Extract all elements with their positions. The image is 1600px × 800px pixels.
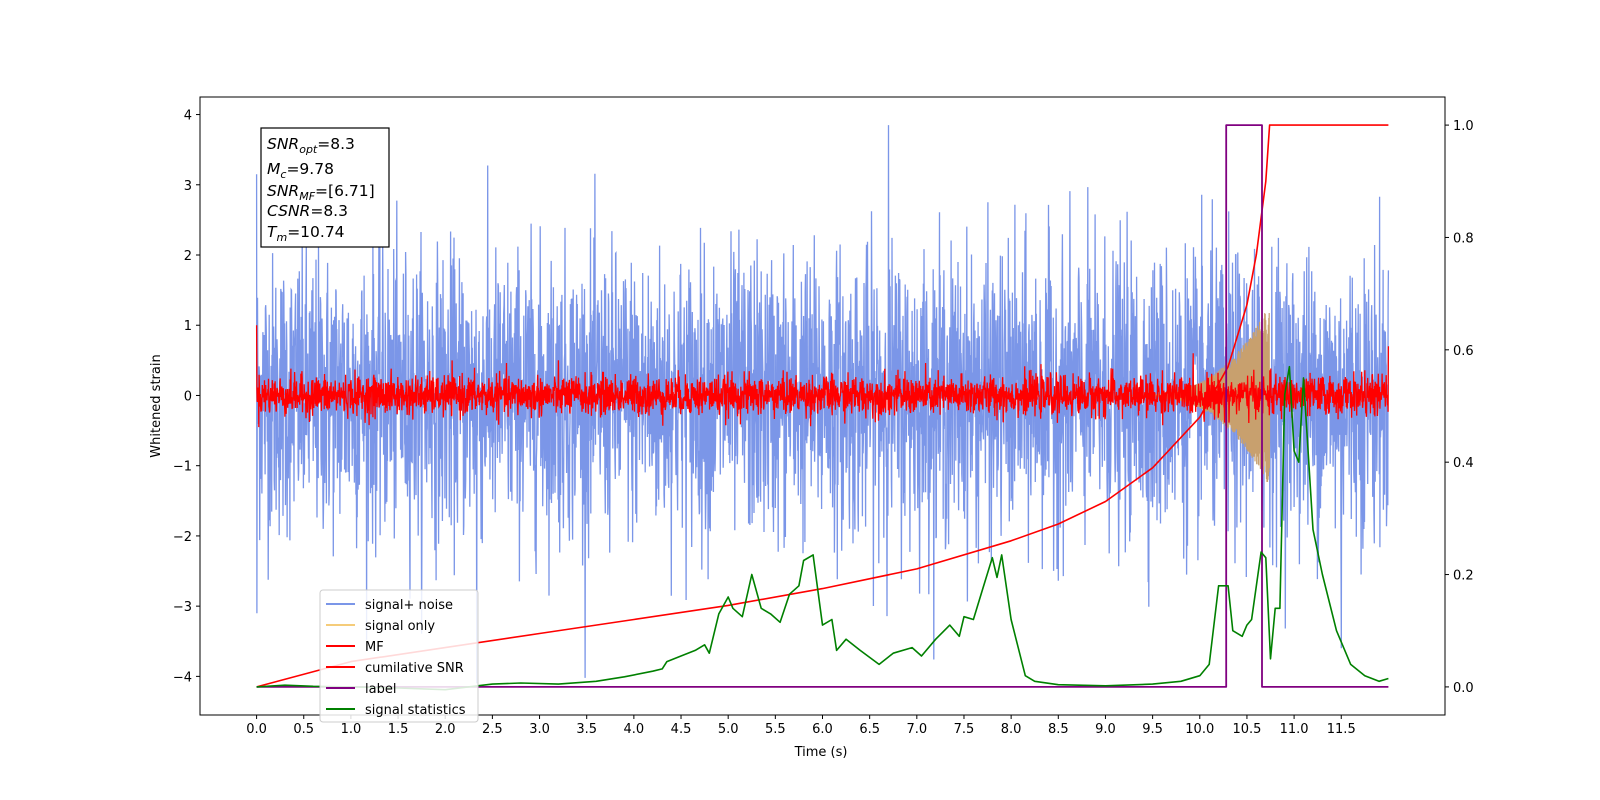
y-tick-label: −1 xyxy=(173,460,192,475)
x-tick-label: 6.5 xyxy=(859,722,880,737)
axes-ticks: 0.0 0.5 1.0 1.5 2.0 2.5 3.0 3.5 4.0 4.5 5.0 5.5 6.0 6… xyxy=(173,109,1474,737)
y-tick-label: 0 xyxy=(184,389,192,404)
legend: signal+ noise signal only MF cumilative SNR… xyxy=(319,589,479,723)
x-tick-label: 8.0 xyxy=(1001,722,1022,737)
y2-tick-label: 0.4 xyxy=(1453,456,1474,471)
x-tick-label: 8.5 xyxy=(1048,722,1069,737)
x-tick-label: 3.0 xyxy=(529,722,550,737)
y-tick-label: 2 xyxy=(184,249,192,264)
plot-area xyxy=(255,124,1390,691)
x-tick-label: 3.5 xyxy=(576,722,597,737)
x-tick-label: 7.0 xyxy=(906,722,927,737)
legend-frame xyxy=(319,589,479,723)
x-tick-label: 0.5 xyxy=(293,722,314,737)
x-tick-label: 2.5 xyxy=(482,722,503,737)
info-box-frame xyxy=(260,127,390,248)
legend-label: signal statistics xyxy=(365,703,466,718)
x-axis-label: Time (s) xyxy=(794,745,848,760)
info-tm: Tm=10.74 xyxy=(267,223,345,244)
y2-tick-label: 0.2 xyxy=(1453,569,1474,584)
y-tick-label: 3 xyxy=(184,179,192,194)
series-label xyxy=(256,124,1389,688)
y-tick-label: −4 xyxy=(173,670,192,685)
x-tick-label: 10.5 xyxy=(1232,722,1261,737)
y-tick-label: −2 xyxy=(173,530,192,545)
y2-tick-label: 0.0 xyxy=(1453,681,1474,696)
x-tick-label: 9.0 xyxy=(1095,722,1116,737)
x-tick-label: 5.5 xyxy=(765,722,786,737)
x-tick-label: 0.0 xyxy=(246,722,267,737)
x-tick-label: 4.5 xyxy=(671,722,692,737)
series-mf xyxy=(255,325,1390,428)
legend-label: signal+ noise xyxy=(365,598,453,613)
x-tick-label: 1.0 xyxy=(341,722,362,737)
x-tick-label: 11.5 xyxy=(1327,722,1356,737)
info-snr-opt: SNRopt=8.3 xyxy=(267,135,355,156)
x-tick-label: 1.5 xyxy=(388,722,409,737)
x-tick-label: 11.0 xyxy=(1280,722,1309,737)
y-axis-label: Whitened strain xyxy=(149,354,164,457)
y2-tick-label: 1.0 xyxy=(1453,119,1474,134)
legend-label: label xyxy=(365,682,396,697)
x-tick-label: 10.0 xyxy=(1185,722,1214,737)
info-mc: Mc=9.78 xyxy=(267,160,334,181)
x-tick-label: 5.0 xyxy=(718,722,739,737)
series-signal-noise xyxy=(255,125,1390,684)
x-tick-label: 7.5 xyxy=(954,722,975,737)
y-tick-label: −3 xyxy=(173,600,192,615)
y2-tick-label: 0.8 xyxy=(1453,231,1474,246)
series-signal-statistics xyxy=(256,365,1389,691)
legend-label: cumilative SNR xyxy=(365,661,464,676)
info-box: SNRopt=8.3 Mc=9.78 SNRMF=[6.71] CSNR=8.3… xyxy=(260,127,390,248)
y-tick-label: 1 xyxy=(184,319,192,334)
x-tick-label: 4.0 xyxy=(624,722,645,737)
y-tick-label: 4 xyxy=(184,109,192,124)
y2-tick-label: 0.6 xyxy=(1453,344,1474,359)
info-snr-mf: SNRMF=[6.71] xyxy=(267,182,375,203)
x-tick-label: 9.5 xyxy=(1142,722,1163,737)
legend-label: signal only xyxy=(365,619,435,634)
info-csnr: CSNR=8.3 xyxy=(267,202,348,220)
series-cumulative-snr xyxy=(256,124,1389,688)
legend-label: MF xyxy=(365,640,384,655)
x-tick-label: 6.0 xyxy=(812,722,833,737)
x-tick-label: 2.0 xyxy=(435,722,456,737)
